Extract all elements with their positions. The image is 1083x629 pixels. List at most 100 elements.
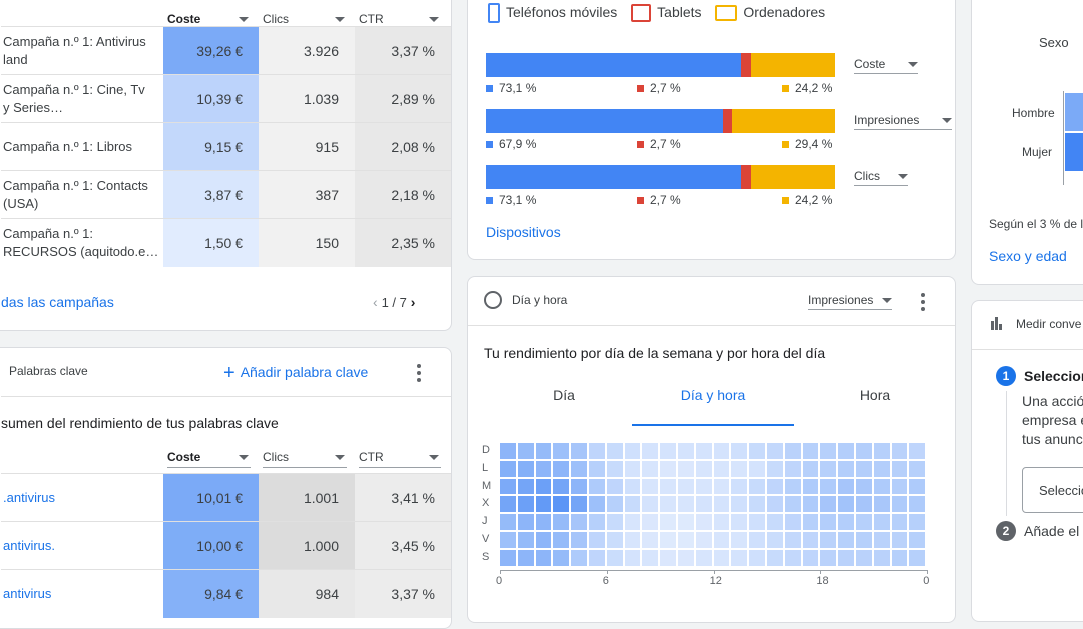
heatmap-cell[interactable]	[695, 532, 712, 548]
heatmap-cell[interactable]	[678, 460, 694, 477]
heatmap-cell[interactable]	[767, 514, 783, 530]
heatmap-cell[interactable]	[553, 443, 570, 459]
heatmap-cell[interactable]	[713, 443, 730, 459]
heatmap-cell[interactable]	[856, 443, 872, 459]
heatmap-cell[interactable]	[606, 478, 623, 495]
heatmap-cell[interactable]	[517, 532, 534, 548]
heatmap-cell[interactable]	[731, 460, 748, 477]
heatmap-cell[interactable]	[606, 443, 623, 459]
heatmap-cell[interactable]	[571, 532, 587, 548]
heatmap-cell[interactable]	[713, 549, 730, 566]
heatmap-cell[interactable]	[589, 514, 605, 530]
heatmap-cell[interactable]	[802, 443, 819, 459]
heatmap-cell[interactable]	[606, 549, 623, 566]
heatmap-cell[interactable]	[535, 443, 552, 459]
heatmap-cell[interactable]	[660, 443, 676, 459]
gender-age-link[interactable]: Sexo y edad	[989, 248, 1067, 264]
table-row[interactable]: Campaña n.º 1: RECURSOS (aquitodo.e… 1,50…	[1, 218, 451, 267]
tab-day-and-hour[interactable]: Día y hora	[632, 387, 794, 426]
campaign-name[interactable]: Campaña n.º 1: Contacts (USA)	[3, 178, 148, 211]
heatmap-cell[interactable]	[909, 460, 926, 477]
heatmap-cell[interactable]	[713, 532, 730, 548]
heatmap-cell[interactable]	[873, 496, 890, 513]
heatmap-cell[interactable]	[856, 460, 872, 477]
heatmap-cell[interactable]	[891, 496, 908, 513]
heatmap-cell[interactable]	[767, 549, 783, 566]
heatmap-cell[interactable]	[820, 549, 837, 566]
heatmap-cell[interactable]	[891, 460, 908, 477]
heatmap-cell[interactable]	[713, 460, 730, 477]
heatmap-cell[interactable]	[802, 496, 819, 513]
heatmap-cell[interactable]	[802, 478, 819, 495]
heatmap-cell[interactable]	[909, 496, 926, 513]
heatmap-cell[interactable]	[535, 514, 552, 530]
more-options-icon[interactable]	[417, 364, 421, 385]
heatmap-cell[interactable]	[856, 496, 872, 513]
heatmap-cell[interactable]	[517, 496, 534, 513]
heatmap-cell[interactable]	[749, 478, 765, 495]
tab-hour[interactable]: Hora	[859, 387, 891, 403]
kw-column-header-cost[interactable]: Coste	[167, 447, 251, 468]
heatmap-cell[interactable]	[838, 443, 854, 459]
heatmap-cell[interactable]	[535, 478, 552, 495]
heatmap-cell[interactable]	[731, 478, 748, 495]
heatmap-cell[interactable]	[517, 443, 534, 459]
heatmap-cell[interactable]	[695, 549, 712, 566]
heatmap-cell[interactable]	[660, 460, 676, 477]
heatmap-cell[interactable]	[500, 460, 516, 477]
heatmap-cell[interactable]	[571, 514, 587, 530]
heatmap-cell[interactable]	[802, 460, 819, 477]
heatmap-cell[interactable]	[731, 496, 748, 513]
add-keyword-button[interactable]: + Añadir palabra clave	[223, 362, 369, 384]
heatmap-cell[interactable]	[767, 443, 783, 459]
heatmap-cell[interactable]	[660, 532, 676, 548]
heatmap-cell[interactable]	[909, 478, 926, 495]
heatmap-cell[interactable]	[767, 460, 783, 477]
kw-column-header-clicks[interactable]: Clics	[263, 447, 347, 468]
next-page-icon[interactable]: ›	[410, 294, 416, 310]
heatmap-cell[interactable]	[589, 496, 605, 513]
heatmap-cell[interactable]	[535, 460, 552, 477]
heatmap-cell[interactable]	[784, 549, 801, 566]
heatmap-cell[interactable]	[642, 478, 659, 495]
heatmap-cell[interactable]	[873, 549, 890, 566]
heatmap-cell[interactable]	[838, 532, 854, 548]
heatmap-cell[interactable]	[624, 443, 641, 459]
heatmap-cell[interactable]	[891, 478, 908, 495]
heatmap-cell[interactable]	[767, 496, 783, 513]
heatmap-cell[interactable]	[589, 549, 605, 566]
kw-column-header-ctr[interactable]: CTR	[359, 447, 441, 468]
heatmap-cell[interactable]	[642, 532, 659, 548]
heatmap-cell[interactable]	[660, 478, 676, 495]
heatmap-cell[interactable]	[749, 460, 765, 477]
heatmap-cell[interactable]	[624, 478, 641, 495]
heatmap-cell[interactable]	[891, 443, 908, 459]
heatmap-cell[interactable]	[535, 549, 552, 566]
keyword-link[interactable]: antivirus	[3, 586, 52, 601]
heatmap-cell[interactable]	[802, 532, 819, 548]
heatmap-cell[interactable]	[500, 443, 516, 459]
heatmap-cell[interactable]	[678, 478, 694, 495]
heatmap-cell[interactable]	[767, 532, 783, 548]
heatmap-cell[interactable]	[713, 514, 730, 530]
heatmap-cell[interactable]	[553, 549, 570, 566]
campaign-name[interactable]: Campaña n.º 1: Libros	[3, 139, 133, 154]
heatmap-cell[interactable]	[678, 496, 694, 513]
table-row[interactable]: Campaña n.º 1: Libros 9,15 €915 2,08 %	[1, 122, 451, 171]
conversion-action-select[interactable]: Seleccio	[1022, 467, 1083, 513]
heatmap-cell[interactable]	[589, 532, 605, 548]
heatmap-cell[interactable]	[553, 478, 570, 495]
heatmap-cell[interactable]	[820, 478, 837, 495]
heatmap-cell[interactable]	[856, 532, 872, 548]
heatmap-cell[interactable]	[784, 496, 801, 513]
heatmap-cell[interactable]	[873, 532, 890, 548]
heatmap-cell[interactable]	[784, 514, 801, 530]
heatmap-cell[interactable]	[678, 532, 694, 548]
heatmap-cell[interactable]	[606, 514, 623, 530]
device-metric-select[interactable]: Coste	[854, 55, 918, 74]
heatmap-cell[interactable]	[749, 549, 765, 566]
heatmap-cell[interactable]	[713, 478, 730, 495]
heatmap-cell[interactable]	[891, 514, 908, 530]
table-row[interactable]: antivirus 9,84 €984 3,37 %	[1, 569, 451, 618]
table-row[interactable]: .antivirus 10,01 €1.001 3,41 %	[1, 473, 451, 522]
